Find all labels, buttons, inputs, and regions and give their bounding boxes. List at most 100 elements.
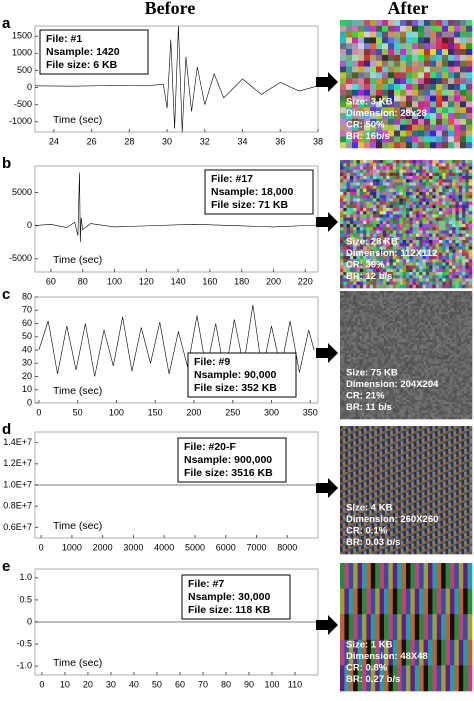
pixel [465, 331, 468, 334]
pixel [436, 314, 440, 317]
pixel [406, 295, 409, 298]
pixel [349, 188, 354, 193]
pixel [445, 182, 450, 186]
pixel [409, 252, 413, 257]
pixel [456, 352, 460, 356]
pixel [388, 101, 395, 108]
pixel [412, 230, 417, 234]
x-axis-label: Time (sec) [53, 385, 102, 397]
pixel [412, 72, 419, 79]
pixel [430, 101, 437, 108]
pixel [454, 384, 457, 388]
pixel [379, 316, 383, 320]
pixel [442, 20, 449, 27]
pixel [388, 337, 391, 341]
pixel [410, 295, 413, 298]
pixel [428, 355, 431, 358]
pixel [375, 369, 378, 373]
pixel [376, 84, 383, 91]
pixel [445, 310, 449, 313]
pixel [423, 340, 427, 343]
pixel [366, 227, 370, 231]
pixel [439, 378, 442, 381]
pixel [441, 342, 444, 345]
pixel [388, 333, 391, 337]
pixel [450, 355, 453, 358]
pixel [425, 323, 429, 326]
pixel [455, 281, 460, 286]
pixel [388, 297, 391, 300]
pixel [408, 293, 411, 296]
pixel [452, 369, 455, 373]
pixel [390, 367, 394, 371]
pixel [384, 333, 387, 337]
pixel [364, 359, 367, 362]
pixel [348, 316, 352, 320]
pixel [390, 318, 394, 322]
pixel [396, 227, 400, 231]
pixel [467, 310, 471, 313]
pixel [386, 208, 390, 212]
pixel [448, 265, 453, 270]
pixel [358, 89, 365, 96]
pixel [465, 195, 469, 199]
pixel [421, 314, 424, 317]
pixel [412, 160, 417, 164]
pixel [448, 220, 453, 225]
pixel [442, 204, 446, 209]
pixel [342, 372, 345, 375]
pixel [424, 124, 431, 131]
pixel [435, 236, 440, 241]
pixel [458, 163, 463, 167]
pixel [368, 361, 372, 364]
pixel [467, 340, 471, 343]
pixel [409, 166, 413, 170]
pixel [343, 163, 347, 167]
pixel [461, 357, 464, 360]
pixel [432, 198, 436, 202]
pixel [412, 355, 416, 358]
pixel [389, 262, 394, 266]
pixel [434, 344, 438, 347]
pixel [406, 346, 409, 349]
pixel [456, 293, 460, 296]
pixel [379, 378, 383, 381]
pixel [450, 359, 453, 362]
pixel [390, 314, 394, 317]
pixel [454, 355, 457, 358]
pixel [429, 278, 433, 282]
pixel [454, 325, 457, 328]
pixel [373, 284, 377, 289]
pixel [428, 299, 431, 302]
pixel [381, 348, 385, 352]
pixel [414, 357, 418, 360]
pixel [419, 182, 423, 186]
pixel [375, 316, 378, 320]
pixel [346, 327, 350, 330]
pixel [467, 374, 471, 377]
pixel [379, 357, 383, 360]
pixel [406, 49, 413, 56]
pixel [439, 291, 442, 294]
pixel [381, 299, 385, 302]
pixel [442, 49, 449, 56]
pixel [466, 89, 473, 96]
pixel [409, 240, 413, 244]
pixel [362, 352, 365, 356]
pixel [369, 236, 374, 241]
pixel [445, 357, 449, 360]
pixel [452, 192, 456, 196]
pixel [340, 182, 344, 186]
pixel [340, 66, 347, 73]
pixel [450, 312, 453, 315]
pixel [381, 323, 385, 326]
pixel [340, 352, 343, 356]
pixel [381, 329, 385, 332]
pixel [439, 363, 442, 366]
pixel [403, 355, 407, 358]
pixel [458, 227, 463, 231]
pixel [463, 378, 466, 381]
pixel [364, 310, 367, 313]
pixel [357, 352, 361, 356]
pixel [362, 348, 365, 352]
